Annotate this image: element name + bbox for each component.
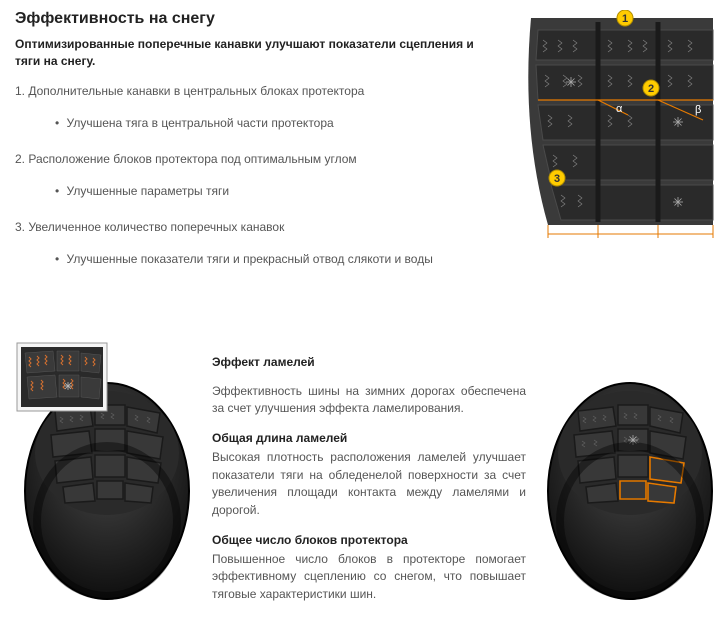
section2-sub2-title: Общее число блоков протектора [212,533,526,547]
section1-text-column: Эффективность на снегу Оптимизированные … [15,10,493,286]
section2-sub1-para: Высокая плотность расположения ламелей у… [212,449,526,519]
section2-text-column: Эффект ламелей Эффективность шины на зим… [212,341,526,618]
section2-sub1-title: Общая длина ламелей [212,431,526,445]
list-item-text: Расположение блоков протектора под оптим… [28,152,356,166]
marker-3: 3 [549,170,565,186]
list-item: Расположение блоков протектора под оптим… [15,150,493,200]
marker-2: 2 [643,80,659,96]
svg-text:1: 1 [622,13,628,25]
list-item: Увеличенное количество поперечных канаво… [15,218,493,268]
section2-title: Эффект ламелей [212,355,526,369]
sub-list-item: Улучшенные показатели тяги и прекрасный … [55,250,493,268]
list-item-text: Дополнительные канавки в центральных бло… [28,84,364,98]
svg-text:2: 2 [648,83,654,95]
section1-subtitle: Оптимизированные поперечные канавки улуч… [15,36,493,70]
section2-sub2-para: Повышенное число блоков в протекторе пом… [212,551,526,603]
tire-image-right [538,341,723,601]
lamella-section: Эффект ламелей Эффективность шины на зим… [15,341,723,618]
diagram-svg: 1 2 3 α β [503,10,723,240]
section2-para1: Эффективность шины на зимних дорогах обе… [212,383,526,418]
snow-efficiency-section: Эффективность на снегу Оптимизированные … [15,10,723,286]
marker-1: 1 [617,10,633,26]
tread-detail-inset [17,343,107,411]
feature-list: Дополнительные канавки в центральных бло… [15,82,493,268]
section1-title: Эффективность на снегу [15,10,493,28]
tire-image-left [15,341,200,601]
snowflake-icon [64,382,72,390]
tread-diagram: 1 2 3 α β [503,10,723,286]
sub-list-item: Улучшена тяга в центральной части протек… [55,114,493,132]
list-item: Дополнительные канавки в центральных бло… [15,82,493,132]
svg-text:3: 3 [554,173,560,185]
sub-list-item: Улучшенные параметры тяги [55,182,493,200]
list-item-text: Увеличенное количество поперечных канаво… [28,220,284,234]
alpha-label: α [616,103,623,115]
beta-label: β [695,104,701,116]
